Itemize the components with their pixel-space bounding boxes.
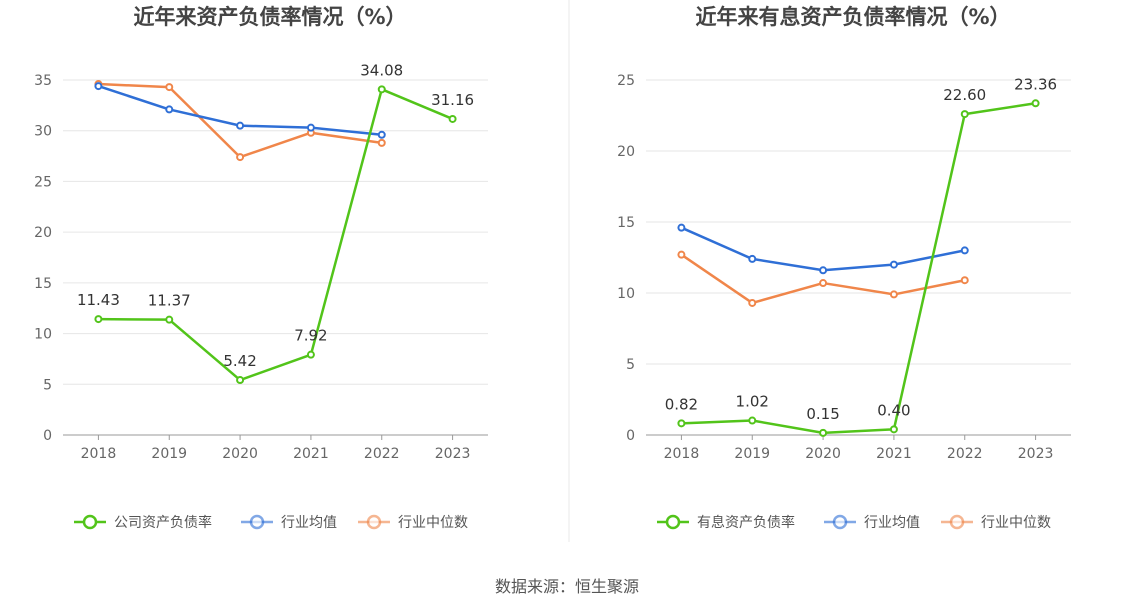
data-point [960, 110, 969, 119]
series-line [98, 82, 382, 159]
data-point [377, 138, 386, 147]
data-point [165, 105, 174, 114]
legend-item: 行业中位数 [358, 514, 468, 531]
y-tick-label: 5 [626, 357, 635, 373]
y-tick-label: 0 [43, 428, 52, 444]
data-label: 0.82 [665, 395, 698, 413]
y-tick-label: 25 [617, 73, 635, 89]
y-tick-label: 35 [34, 73, 52, 89]
series-line [680, 253, 965, 305]
legend-marker [832, 514, 848, 530]
series-line [681, 102, 1036, 435]
data-label: 23.36 [1014, 75, 1057, 93]
y-tick-label: 15 [34, 276, 52, 292]
data-point [236, 376, 245, 385]
chart-debt-ratio: 近年来资产负债率情况（%） 0 5 10 15 20 25 30 35 2018 2019 2020… [34, 5, 488, 531]
x-tick-label: 2022 [364, 446, 400, 462]
data-point [819, 266, 828, 275]
data-point [377, 85, 386, 94]
data-point [677, 223, 686, 232]
x-tick-label: 2018 [81, 446, 117, 462]
legend-label: 行业均值 [864, 515, 920, 531]
data-point [306, 350, 315, 359]
y-tick-label: 0 [626, 428, 635, 444]
data-label: 0.15 [806, 405, 839, 423]
data-point [889, 260, 898, 269]
data-point [677, 250, 686, 259]
data-point [819, 428, 828, 437]
data-label: 7.92 [294, 327, 327, 345]
y-tick-label: 20 [34, 225, 52, 241]
data-point [165, 315, 174, 324]
y-tick-label: 20 [617, 144, 635, 160]
legend-item: 公司资产负债率 [74, 514, 212, 531]
legend-marker [82, 514, 98, 530]
data-point [377, 130, 386, 139]
data-point [748, 416, 757, 425]
data-point [960, 276, 969, 285]
legend-label: 行业中位数 [981, 515, 1051, 531]
legend-marker [366, 514, 382, 530]
x-tick-label: 2023 [1018, 446, 1054, 462]
x-tick-label: 2019 [151, 446, 187, 462]
legend-item: 行业中位数 [941, 514, 1051, 531]
data-point [236, 121, 245, 130]
source-note: 数据来源：恒生聚源 [495, 577, 639, 596]
series-line [680, 226, 965, 272]
chart-title: 近年来资产负债率情况（%） [133, 5, 406, 29]
data-point [889, 425, 898, 434]
legend-item: 行业均值 [241, 514, 337, 531]
data-point [1031, 99, 1040, 108]
data-point [94, 315, 103, 324]
x-tick-label: 2020 [805, 446, 841, 462]
y-tick-label: 25 [34, 174, 52, 190]
legend-label: 行业中位数 [398, 515, 468, 531]
data-point [677, 419, 686, 428]
x-tick-label: 2023 [435, 446, 471, 462]
legend-item: 行业均值 [824, 514, 920, 531]
data-point [819, 279, 828, 288]
x-tick-label: 2019 [734, 446, 770, 462]
x-tick-label: 2021 [293, 446, 329, 462]
data-label: 22.60 [943, 86, 986, 104]
data-point [306, 123, 315, 132]
x-tick-label: 2020 [222, 446, 258, 462]
data-point [448, 114, 457, 123]
legend-label: 有息资产负债率 [697, 514, 795, 531]
x-tick-label: 2018 [664, 446, 700, 462]
data-label: 11.43 [77, 291, 120, 309]
legend-marker [665, 514, 681, 530]
x-tick-label: 2021 [876, 446, 912, 462]
data-label: 31.16 [431, 91, 474, 109]
legend-label: 公司资产负债率 [114, 514, 212, 531]
data-point [748, 254, 757, 263]
x-tick-label: 2022 [947, 446, 983, 462]
data-point [748, 298, 757, 307]
legend-label: 行业均值 [281, 515, 337, 531]
y-tick-label: 10 [34, 327, 52, 343]
legend-marker [249, 514, 265, 530]
chart-title: 近年来有息资产负债率情况（%） [695, 5, 1010, 29]
data-label: 11.37 [148, 292, 191, 310]
legend-marker [949, 514, 965, 530]
data-point [165, 83, 174, 92]
y-tick-label: 5 [43, 377, 52, 393]
data-label: 1.02 [736, 393, 769, 411]
data-point [236, 153, 245, 162]
data-point [960, 246, 969, 255]
legend-item: 有息资产负债率 [657, 514, 795, 531]
y-tick-label: 30 [34, 124, 52, 140]
data-label: 5.42 [223, 352, 256, 370]
data-point [94, 82, 103, 91]
data-label: 0.40 [877, 401, 910, 419]
series-line [98, 88, 454, 382]
y-tick-label: 10 [617, 286, 635, 302]
data-label: 34.08 [360, 61, 403, 79]
data-point [889, 290, 898, 299]
chart-interest-debt-ratio: 近年来有息资产负债率情况（%） 0 5 10 15 20 25 2018 2019 2020 20… [617, 5, 1071, 531]
y-tick-label: 15 [617, 215, 635, 231]
